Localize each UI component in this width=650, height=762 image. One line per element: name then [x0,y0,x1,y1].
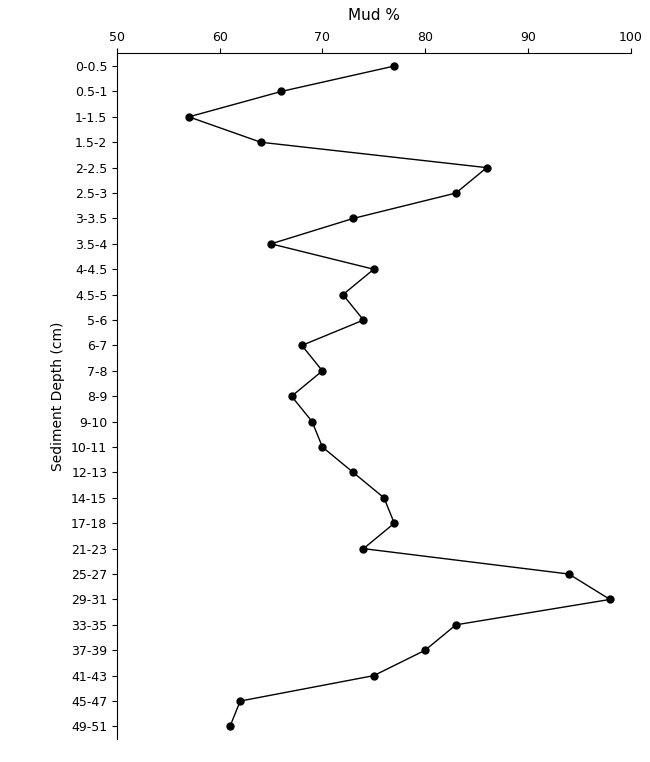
Y-axis label: Sediment Depth (cm): Sediment Depth (cm) [51,322,66,471]
Title: Mud %: Mud % [348,8,400,23]
